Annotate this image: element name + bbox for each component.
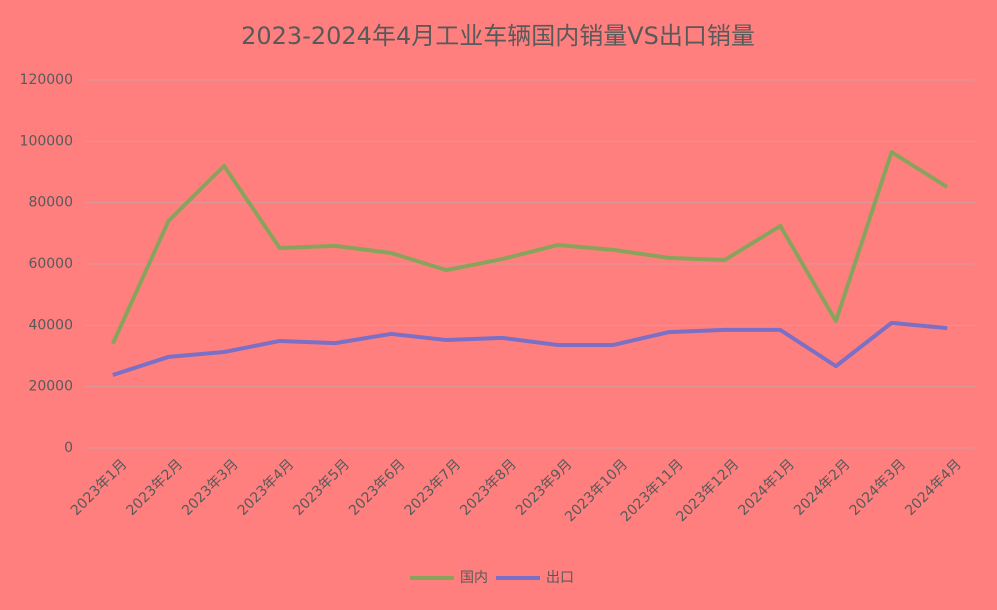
- y-tick-label: 100000: [20, 133, 73, 149]
- y-tick-label: 40000: [28, 317, 73, 333]
- line-series: [110, 150, 949, 345]
- x-tick-label: 2024年3月: [847, 456, 910, 519]
- y-tick-label: 60000: [28, 256, 73, 272]
- x-tick-label: 2023年4月: [235, 456, 298, 519]
- x-tick-label: 2023年8月: [457, 456, 520, 519]
- y-tick-label: 120000: [20, 72, 73, 88]
- x-tick-label: 2023年5月: [290, 456, 353, 519]
- legend-label: 国内: [460, 570, 488, 586]
- x-tick-label: 2023年1月: [68, 456, 131, 519]
- chart-title: 2023-2024年4月工业车辆国内销量VS出口销量: [241, 22, 755, 50]
- x-tick-label: 2024年1月: [735, 456, 798, 519]
- line-series: [112, 320, 948, 377]
- y-tick-label: 20000: [28, 379, 73, 395]
- y-tick-label: 80000: [28, 195, 73, 211]
- x-tick-label: 2023年3月: [179, 456, 242, 519]
- x-tick-label: 2023年2月: [123, 456, 186, 519]
- x-tick-label: 2023年7月: [402, 456, 465, 519]
- legend-label: 出口: [546, 570, 574, 586]
- x-tick-label: 2024年2月: [791, 456, 854, 519]
- x-tick-label: 2024年4月: [902, 456, 965, 519]
- x-tick-label: 2023年6月: [346, 456, 409, 519]
- y-tick-label: 0: [64, 440, 73, 456]
